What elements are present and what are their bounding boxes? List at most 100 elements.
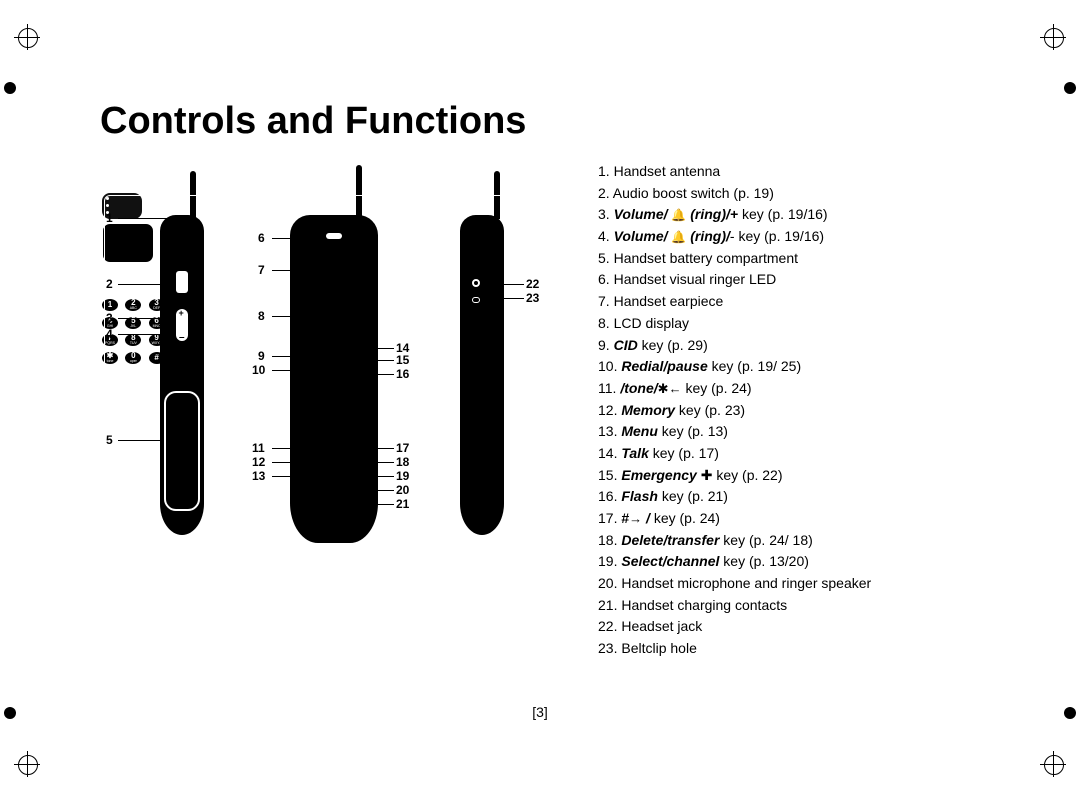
legend-number: 20. [598,575,621,591]
legend-bold: Redial/pause [621,358,707,374]
leader-line [344,490,394,491]
legend-text: Audio boost switch (p. 19) [613,185,774,201]
legend-item: 15. Emergency ✚ key (p. 22) [598,465,1000,487]
legend-number: 8. [598,315,614,331]
legend-text: Handset earpiece [614,293,724,309]
bell-icon: 🔔 [671,206,686,225]
legend-item: 14. Talk key (p. 17) [598,443,1000,465]
leader-line [360,462,394,463]
leader-line [272,356,302,357]
legend-text: Handset visual ringer LED [614,271,777,287]
legend-number: 10. [598,358,621,374]
handset-diagram: Uniden CID talk ✚ redial flash 12ABC3DEF… [100,191,560,631]
legend-number: 22. [598,618,621,634]
legend-text: Beltclip hole [621,640,697,656]
callout-7: 7 [258,263,265,277]
legend-text: - key (p. 19/16) [730,228,824,244]
larrow-icon: ← [669,381,682,396]
leader-line [272,270,306,271]
legend-number: 1. [598,163,614,179]
legend-number: 2. [598,185,613,201]
legend-text: Handset battery compartment [614,250,798,266]
legend-item: 1. Handset antenna [598,161,1000,183]
legend-number: 16. [598,488,621,504]
star-icon: ✱ [658,381,669,396]
legend-bold: / [642,510,650,526]
legend-item: 20. Handset microphone and ringer speake… [598,573,1000,595]
leader-line [272,316,304,317]
legend-item: 8. LCD display [598,313,1000,335]
callout-15: 15 [396,353,409,367]
callout-22: 22 [526,277,539,291]
callout-1: 1 [106,211,113,225]
legend-text: key (p. 13) [658,423,728,439]
leader-line [272,238,306,239]
legend-item: 2. Audio boost switch (p. 19) [598,183,1000,205]
legend-text: key (p. 17) [649,445,719,461]
crop-mark-tl [18,28,36,46]
legend-bold: /tone/ [620,380,657,396]
callout-10: 10 [252,363,265,377]
callout-8: 8 [258,309,265,323]
crop-dot-tr [1064,82,1076,94]
legend-bold: Menu [621,423,658,439]
legend-item: 5. Handset battery compartment [598,248,1000,270]
leader-line [348,476,394,477]
legend-item: 4. Volume/ 🔔 (ring)/- key (p. 19/16) [598,226,1000,248]
legend-bold: (ring)/+ [686,206,738,222]
legend-number: 18. [598,532,621,548]
hash-symbol: # [621,510,629,526]
legend-number: 14. [598,445,621,461]
legend-bold: Select/channel [621,553,719,569]
callout-19: 19 [396,469,409,483]
legend-text: key (p. 19/ 25) [708,358,801,374]
callout-12: 12 [252,455,265,469]
leader-line [366,360,394,361]
legend-item: 18. Delete/transfer key (p. 24/ 18) [598,530,1000,552]
legend-number: 3. [598,206,614,222]
legend-item: 23. Beltclip hole [598,638,1000,660]
callout-6: 6 [258,231,265,245]
legend-number: 5. [598,250,614,266]
callout-20: 20 [396,483,409,497]
leader-line [118,440,162,441]
callout-4: 4 [106,327,113,341]
leader-line [272,462,298,463]
leader-line [366,448,394,449]
legend-item: 17. #→ / key (p. 24) [598,508,1000,530]
legend-text: key (p. 19/16) [738,206,828,222]
legend-item: 9. CID key (p. 29) [598,335,1000,357]
plus-icon: ✚ [701,467,713,483]
crop-mark-br [1044,755,1062,773]
legend-bold: Flash [621,488,658,504]
legend-item: 13. Menu key (p. 13) [598,421,1000,443]
legend-text: key (p. 24) [650,510,720,526]
legend-text: key (p. 21) [658,488,728,504]
diagram-column: Uniden CID talk ✚ redial flash 12ABC3DEF… [100,161,580,660]
legend-text: Handset charging contacts [621,597,787,613]
legend-number: 4. [598,228,614,244]
legend-number: 15. [598,467,621,483]
leader-line [272,476,312,477]
legend-number: 6. [598,271,614,287]
callout-9: 9 [258,349,265,363]
legend-text: Headset jack [621,618,702,634]
legend-number: 11. [598,380,620,396]
legend-number: 12. [598,402,621,418]
legend-item: 11. /tone/✱← key (p. 24) [598,378,1000,400]
legend-item: 3. Volume/ 🔔 (ring)/+ key (p. 19/16) [598,204,1000,226]
legend-bold: Volume/ [614,206,672,222]
page-content: Controls and Functions [100,100,1000,660]
legend-number: 7. [598,293,614,309]
callout-13: 13 [252,469,265,483]
legend-item: 7. Handset earpiece [598,291,1000,313]
legend-bold: Volume/ [614,228,672,244]
callout-16: 16 [396,367,409,381]
legend-number: 17. [598,510,621,526]
legend-number: 9. [598,337,614,353]
crop-mark-bl [18,755,36,773]
legend-item: 6. Handset visual ringer LED [598,269,1000,291]
leader-line [272,370,302,371]
legend-text: key (p. 23) [675,402,745,418]
leader-line [486,298,524,299]
